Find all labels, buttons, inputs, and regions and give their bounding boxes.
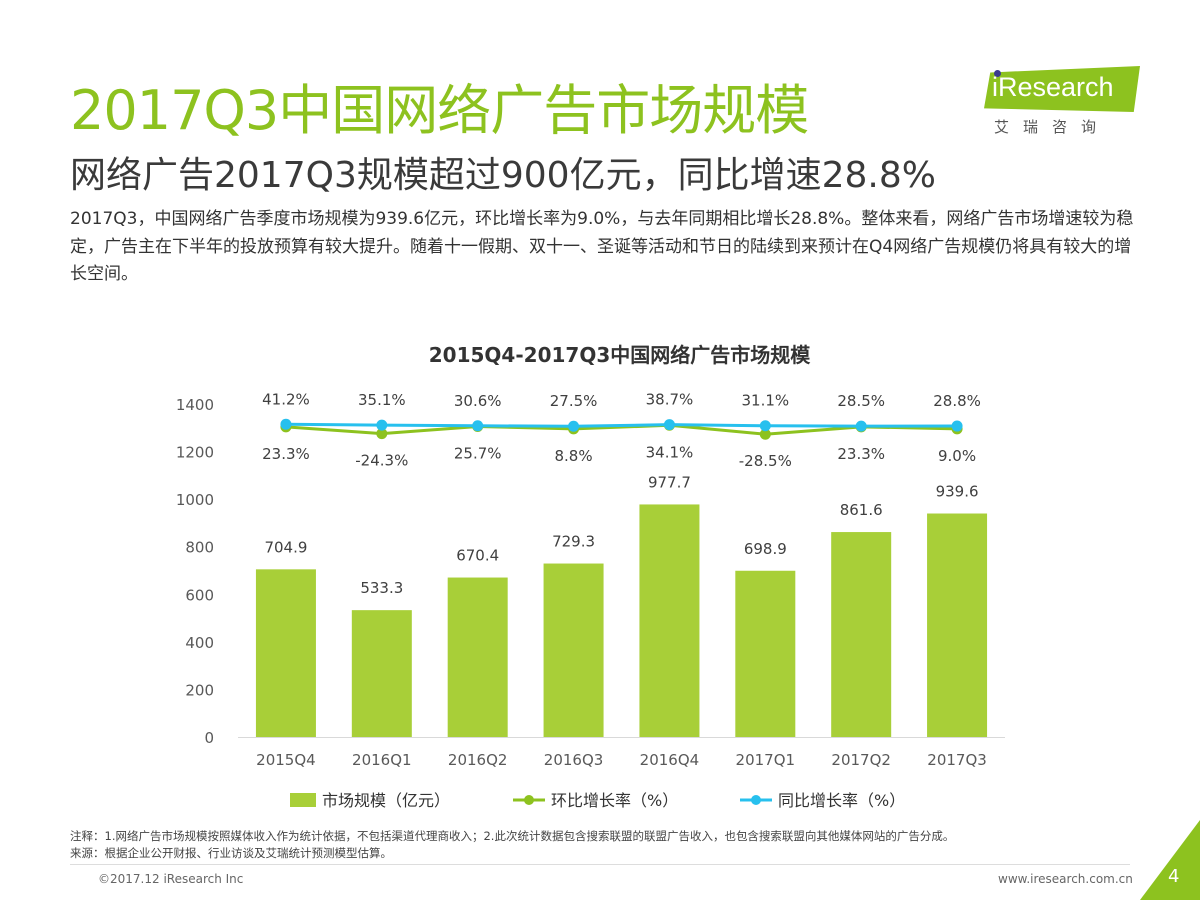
legend-yoy-marker (751, 795, 761, 805)
series-2-point-2016Q1 (376, 419, 388, 431)
yoy-rate-label: 41.2% (262, 390, 310, 408)
qoq-rate-label: 9.0% (938, 447, 976, 465)
bar-value-label: 670.4 (456, 547, 499, 565)
x-tick-label: 2017Q2 (831, 751, 891, 769)
y-tick-label: 1000 (176, 491, 214, 509)
bar-value-label: 939.6 (936, 483, 979, 501)
series-2-point-2015Q4 (280, 418, 292, 430)
x-tick-label: 2017Q3 (927, 751, 987, 769)
footer-divider (70, 864, 1130, 865)
series-2-point-2017Q1 (759, 420, 771, 432)
bar-value-label: 861.6 (840, 501, 883, 519)
corner-decoration (1140, 820, 1200, 900)
y-tick-label: 400 (185, 634, 214, 652)
y-tick-label: 0 (204, 729, 214, 747)
series-2-point-2017Q2 (855, 420, 867, 432)
qoq-rate-label: 25.7% (454, 444, 502, 462)
chart-title: 2015Q4-2017Q3中国网络广告市场规模 (429, 343, 811, 367)
logo-dot-icon (994, 70, 1001, 77)
page-title: 2017Q3中国网络广告市场规模 (70, 79, 809, 142)
y-tick-label: 600 (185, 586, 214, 604)
yoy-rate-label: 31.1% (741, 392, 789, 410)
series-1-point-2017Q1 (759, 428, 771, 440)
yoy-rate-label: 28.5% (837, 392, 885, 410)
bar-2016Q4 (639, 504, 700, 737)
qoq-rate-label: -24.3% (355, 452, 408, 470)
summary-paragraph: 2017Q3，中国网络广告季度市场规模为939.6亿元，环比增长率为9.0%，与… (70, 209, 1134, 284)
bar-value-label: 704.9 (264, 538, 307, 556)
series-2-point-2017Q3 (951, 420, 963, 432)
bar-2015Q4 (255, 569, 316, 737)
bar-value-label: 698.9 (744, 540, 787, 558)
bar-value-label: 729.3 (552, 533, 595, 551)
bar-value-label: 533.3 (360, 579, 403, 597)
yoy-rate-label: 28.8% (933, 392, 981, 410)
series-2-point-2016Q2 (472, 420, 484, 432)
footer-url[interactable]: www.iresearch.com.cn (998, 872, 1133, 886)
bar-2016Q2 (447, 577, 508, 737)
bar-2017Q1 (735, 570, 796, 737)
x-tick-label: 2015Q4 (256, 751, 316, 769)
qoq-rate-label: 23.3% (837, 445, 885, 463)
legend-label: 市场规模（亿元） (322, 791, 450, 810)
chart-note: 注释：1.网络广告市场规模按照媒体收入作为统计依据，不包括渠道代理商收入；2.此… (70, 829, 955, 843)
qoq-rate-label: 8.8% (555, 447, 593, 465)
x-tick-label: 2016Q2 (448, 751, 508, 769)
series-line-1 (285, 423, 958, 436)
legend-bar-swatch (290, 793, 316, 807)
qoq-rate-label: -28.5% (739, 452, 792, 470)
logo-banner (984, 66, 1140, 112)
page-number: 4 (1168, 866, 1180, 887)
series-2-point-2016Q4 (663, 419, 675, 431)
logo-chinese-name: 艾瑞咨询 (994, 118, 1111, 136)
y-tick-label: 1200 (176, 444, 214, 462)
iresearch-logo: iResearch 艾瑞咨询 (982, 62, 1142, 136)
yoy-rate-label: 35.1% (358, 391, 406, 409)
x-tick-label: 2016Q4 (640, 751, 700, 769)
bar-2016Q3 (543, 563, 604, 737)
series-1-point-2016Q1 (376, 428, 388, 440)
x-tick-label: 2016Q1 (352, 751, 412, 769)
footer-copyright: ©2017.12 iResearch Inc (98, 872, 244, 886)
series-2-point-2016Q3 (568, 420, 580, 432)
bar-value-label: 977.7 (648, 473, 691, 491)
page-subtitle: 网络广告2017Q3规模超过900亿元，同比增速28.8% (70, 155, 936, 196)
qoq-rate-label: 23.3% (262, 445, 310, 463)
logo-text: iResearch (992, 72, 1114, 102)
market-size-chart: 2015Q4-2017Q3中国网络广告市场规模 0 200 400 600 800 1000… (176, 343, 1005, 810)
yoy-rate-label: 27.5% (550, 392, 598, 410)
legend-qoq-marker (524, 795, 534, 805)
chart-source: 来源：根据企业公开财报、行业访谈及艾瑞统计预测模型估算。 (70, 846, 392, 860)
bar-2016Q1 (351, 610, 412, 737)
qoq-rate-label: 34.1% (646, 443, 694, 461)
bar-2017Q2 (831, 532, 892, 737)
y-tick-label: 800 (185, 539, 214, 557)
x-tick-label: 2017Q1 (736, 751, 796, 769)
x-tick-label: 2016Q3 (544, 751, 604, 769)
legend-label: 环比增长率（%） (551, 791, 678, 810)
bar-2017Q3 (927, 513, 988, 737)
legend-label: 同比增长率（%） (778, 791, 905, 810)
y-tick-label: 200 (185, 681, 214, 699)
yoy-rate-label: 38.7% (646, 391, 694, 409)
yoy-rate-label: 30.6% (454, 392, 502, 410)
series-line-2 (285, 422, 958, 428)
y-tick-label: 1400 (176, 396, 214, 414)
